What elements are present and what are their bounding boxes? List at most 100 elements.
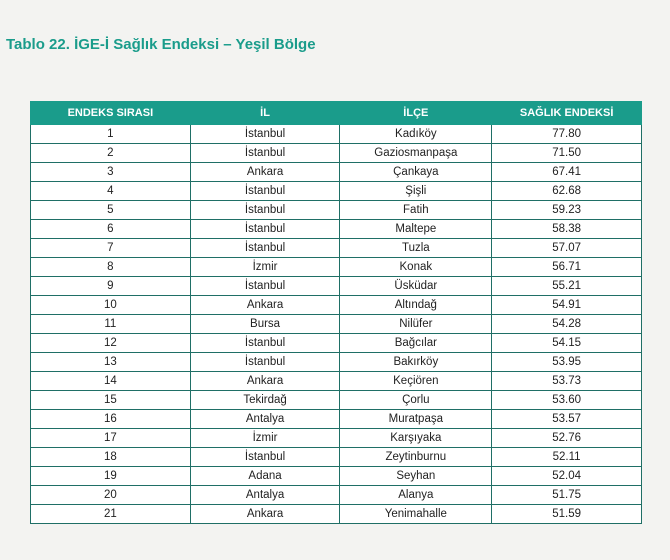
table-row: 20 Antalya Alanya 51.75 (30, 485, 642, 505)
table-cell: 3 (30, 162, 191, 182)
column-header: İLÇE (339, 101, 493, 125)
table-row: 7 İstanbul Tuzla 57.07 (30, 238, 642, 258)
table-cell: 17 (30, 428, 191, 448)
table-row: 14 Ankara Keçiören 53.73 (30, 371, 642, 391)
table-cell: 58.38 (491, 219, 642, 239)
table-cell: Çorlu (339, 390, 493, 410)
table-cell: 9 (30, 276, 191, 296)
table-cell: Ankara (189, 371, 341, 391)
table-row: 18 İstanbul Zeytinburnu 52.11 (30, 447, 642, 467)
table-row: 8 İzmir Konak 56.71 (30, 257, 642, 277)
table-cell: 54.91 (491, 295, 642, 315)
table-cell: 59.23 (491, 200, 642, 220)
table-cell: Tuzla (339, 238, 493, 258)
table-cell: 54.15 (491, 333, 642, 353)
table-cell: Gaziosmanpaşa (339, 143, 493, 163)
table-cell: İstanbul (189, 181, 341, 201)
table-cell: Nilüfer (339, 314, 493, 334)
table-cell: İstanbul (189, 238, 341, 258)
table-cell: Konak (339, 257, 493, 277)
table-cell: Seyhan (339, 466, 493, 486)
table-cell: 71.50 (491, 143, 642, 163)
table-row: 17 İzmir Karşıyaka 52.76 (30, 428, 642, 448)
table-cell: Maltepe (339, 219, 493, 239)
table-cell: İstanbul (189, 352, 341, 372)
table-cell: 53.57 (491, 409, 642, 429)
table-cell: Çankaya (339, 162, 493, 182)
table-cell: 52.76 (491, 428, 642, 448)
table-cell: 55.21 (491, 276, 642, 296)
table-cell: İstanbul (189, 200, 341, 220)
table-cell: 20 (30, 485, 191, 505)
table-row: 3 Ankara Çankaya 67.41 (30, 162, 642, 182)
table-row: 5 İstanbul Fatih 59.23 (30, 200, 642, 220)
table-body: 1 İstanbul Kadıköy 77.80 2 İstanbul Gaziosmanp… (30, 124, 642, 524)
table-cell: 51.75 (491, 485, 642, 505)
table-cell: Fatih (339, 200, 493, 220)
table-cell: 53.73 (491, 371, 642, 391)
column-header: İL (189, 101, 341, 125)
table-cell: 51.59 (491, 504, 642, 524)
table-cell: Üsküdar (339, 276, 493, 296)
table-cell: Altındağ (339, 295, 493, 315)
table-cell: 4 (30, 181, 191, 201)
table-cell: Zeytinburnu (339, 447, 493, 467)
table-cell: Adana (189, 466, 341, 486)
table-cell: 15 (30, 390, 191, 410)
table-cell: İzmir (189, 428, 341, 448)
table-cell: Keçiören (339, 371, 493, 391)
table-cell: 56.71 (491, 257, 642, 277)
table-row: 1 İstanbul Kadıköy 77.80 (30, 124, 642, 144)
table-cell: 53.60 (491, 390, 642, 410)
table-cell: 57.07 (491, 238, 642, 258)
table-cell: Alanya (339, 485, 493, 505)
table-row: 6 İstanbul Maltepe 58.38 (30, 219, 642, 239)
table-row: 15 Tekirdağ Çorlu 53.60 (30, 390, 642, 410)
table-cell: İstanbul (189, 276, 341, 296)
table-cell: Yenimahalle (339, 504, 493, 524)
table-cell: 6 (30, 219, 191, 239)
table-cell: Bakırköy (339, 352, 493, 372)
table-cell: 10 (30, 295, 191, 315)
table-cell: 11 (30, 314, 191, 334)
table-row: 4 İstanbul Şişli 62.68 (30, 181, 642, 201)
table-cell: 52.04 (491, 466, 642, 486)
table-row: 13 İstanbul Bakırköy 53.95 (30, 352, 642, 372)
table-cell: Kadıköy (339, 124, 493, 144)
table-cell: 1 (30, 124, 191, 144)
table-cell: Şişli (339, 181, 493, 201)
column-header: SAĞLIK ENDEKSİ (491, 101, 642, 125)
title: Tablo 22. İGE-İ Sağlık Endeksi – Yeşil B… (6, 36, 316, 53)
table-cell: 21 (30, 504, 191, 524)
table-cell: 52.11 (491, 447, 642, 467)
table-row: 2 İstanbul Gaziosmanpaşa 71.50 (30, 143, 642, 163)
table-cell: 5 (30, 200, 191, 220)
table-cell: 54.28 (491, 314, 642, 334)
table-cell: Tekirdağ (189, 390, 341, 410)
table-cell: Antalya (189, 409, 341, 429)
header-row: ENDEKS SIRASI İL İLÇE SAĞLIK ENDEKSİ (30, 101, 642, 125)
table-row: 16 Antalya Muratpaşa 53.57 (30, 409, 642, 429)
table-cell: Bağcılar (339, 333, 493, 353)
table-cell: 67.41 (491, 162, 642, 182)
table-row: 9 İstanbul Üsküdar 55.21 (30, 276, 642, 296)
table-cell: İstanbul (189, 143, 341, 163)
table-cell: Ankara (189, 504, 341, 524)
table-cell: Ankara (189, 295, 341, 315)
table-cell: 14 (30, 371, 191, 391)
index-table: ENDEKS SIRASI İL İLÇE SAĞLIK ENDEKSİ 1 İstan… (30, 101, 642, 524)
table-cell: 53.95 (491, 352, 642, 372)
table-cell: İstanbul (189, 447, 341, 467)
table-row: 11 Bursa Nilüfer 54.28 (30, 314, 642, 334)
table-cell: Muratpaşa (339, 409, 493, 429)
table-cell: 8 (30, 257, 191, 277)
table-cell: 19 (30, 466, 191, 486)
table-cell: 2 (30, 143, 191, 163)
table-cell: İstanbul (189, 124, 341, 144)
table-cell: Bursa (189, 314, 341, 334)
column-header: ENDEKS SIRASI (30, 101, 191, 125)
table-cell: İstanbul (189, 219, 341, 239)
table-cell: İzmir (189, 257, 341, 277)
table-cell: 18 (30, 447, 191, 467)
